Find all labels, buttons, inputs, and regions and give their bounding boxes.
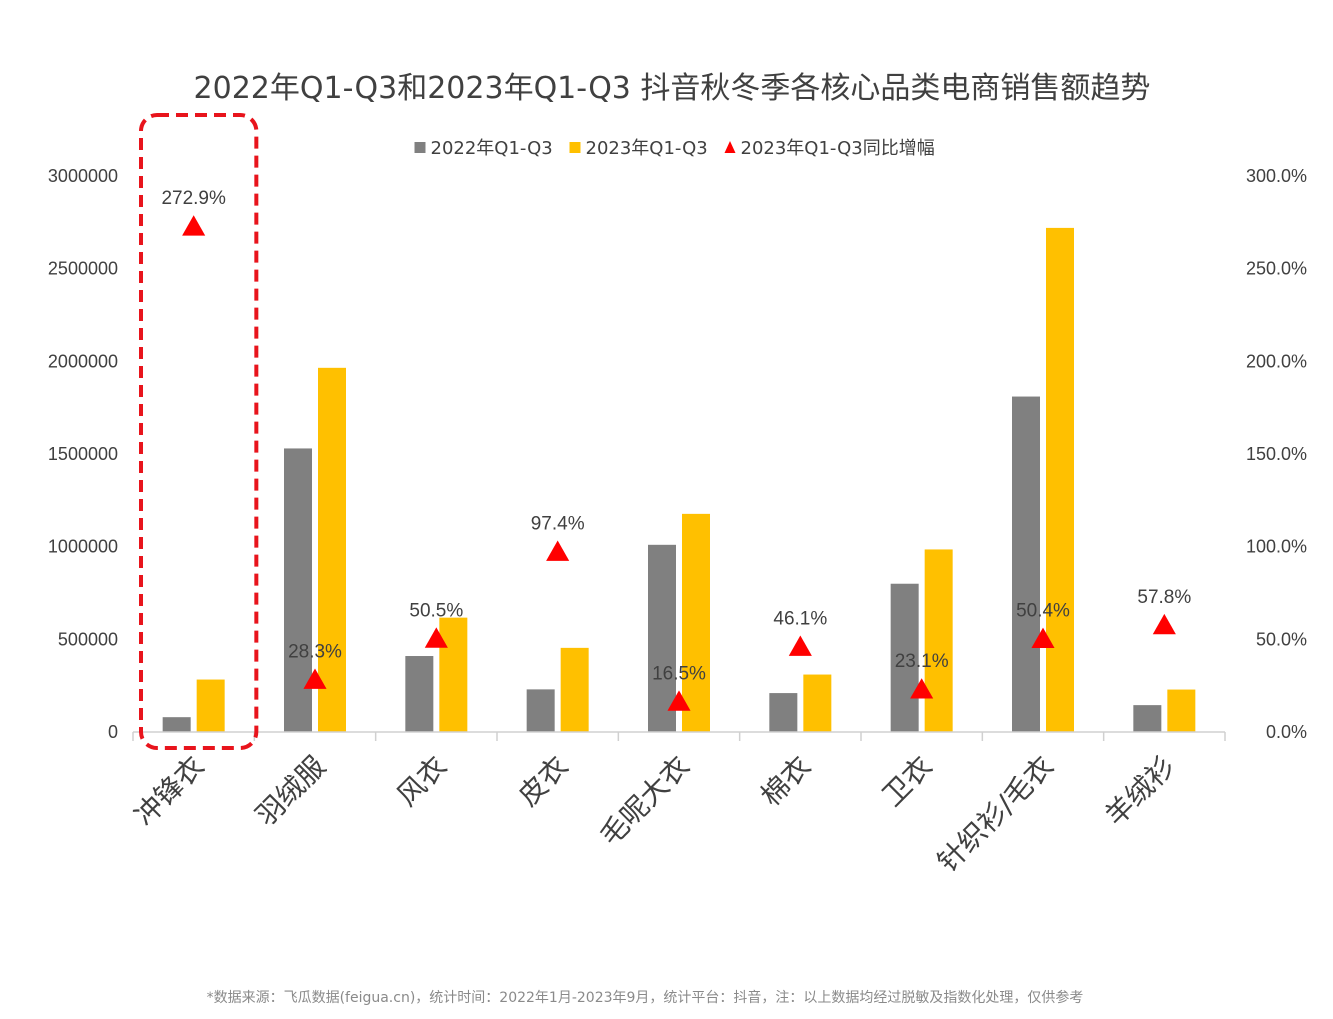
legend-swatch: [414, 142, 426, 153]
bar-2023: [803, 674, 832, 732]
legend-item: 2022年Q1-Q3: [431, 138, 553, 159]
category-label: 风衣: [390, 750, 453, 813]
legend: 2022年Q1-Q3 2023年Q1-Q3 2023年Q1-Q3同比增幅: [414, 138, 935, 159]
growth-marker: [910, 678, 934, 699]
growth-marker: [1152, 613, 1176, 635]
growth-marker: [1031, 627, 1055, 648]
category-label: 羽绒服: [249, 750, 332, 833]
growth-label: 16.5%: [652, 663, 706, 684]
bar-2022: [648, 544, 676, 732]
category-label: 冲锋衣: [128, 750, 211, 833]
growth-marker: [788, 635, 812, 656]
right-tick-label: 300.0%: [1246, 166, 1307, 186]
growth-marker: [182, 215, 206, 236]
right-tick-label: 0.0%: [1266, 722, 1307, 742]
bar-2023: [1046, 227, 1074, 733]
growth-label: 50.4%: [1016, 601, 1070, 622]
growth-label: 23.1%: [895, 651, 949, 672]
bar-2022: [162, 717, 191, 732]
bar-2022: [526, 689, 555, 732]
bar-2023: [439, 617, 468, 732]
left-tick-label: 1000000: [48, 537, 118, 557]
highlight-box: [139, 113, 259, 750]
bars: [162, 227, 1196, 733]
bar-2023: [318, 367, 346, 732]
category-label: 皮衣: [512, 750, 575, 813]
category-label: 毛呢大衣: [593, 750, 696, 853]
category-label: 羊绒衫: [1099, 750, 1182, 833]
growth-label: 272.9%: [161, 188, 226, 209]
bar-2023: [196, 679, 225, 732]
growth-markers: 272.9% 28.3% 50.5% 97.4% 16.5% 46.1% 23.1% 50.4…: [161, 188, 1191, 711]
chart: 2022年Q1-Q3和2023年Q1-Q3 抖音秋冬季各核心品类电商销售额趋势 …: [48, 71, 1307, 879]
left-tick-label: 2500000: [48, 259, 118, 279]
left-axis: 0 500000 1000000 1500000 2000000 2500000 30000…: [48, 166, 118, 742]
right-tick-label: 150.0%: [1246, 444, 1307, 464]
x-axis: [132, 731, 1226, 741]
left-tick-label: 2000000: [48, 351, 118, 371]
bar-2022: [769, 693, 798, 732]
growth-label: 28.3%: [288, 642, 342, 663]
growth-label: 57.8%: [1137, 587, 1191, 608]
highlight-rect: [139, 113, 259, 750]
right-tick-label: 50.0%: [1256, 629, 1307, 649]
legend-item: 2023年Q1-Q3同比增幅: [741, 138, 935, 159]
bar-2023: [924, 549, 953, 732]
bar-2023: [560, 647, 589, 732]
right-tick-label: 100.0%: [1246, 537, 1307, 557]
legend-swatch: [724, 141, 736, 153]
right-axis: 0.0% 50.0% 100.0% 150.0% 200.0% 250.0% 300.0%: [1246, 166, 1307, 742]
footnote: *数据来源：飞瓜数据(feigua.cn)，统计时间：2022年1月-2023年…: [206, 990, 1084, 1006]
legend-item: 2023年Q1-Q3: [586, 138, 708, 159]
category-label: 针织衫/毛衣: [931, 750, 1060, 879]
bar-2023: [1167, 689, 1196, 732]
bar-2022: [890, 583, 919, 732]
right-tick-label: 250.0%: [1246, 259, 1307, 279]
growth-label: 50.5%: [409, 600, 463, 621]
left-tick-label: 1500000: [48, 444, 118, 464]
growth-marker: [303, 668, 327, 689]
left-tick-label: 500000: [58, 629, 118, 649]
bar-2022: [405, 656, 434, 732]
right-tick-label: 200.0%: [1246, 351, 1307, 371]
growth-marker: [546, 540, 570, 561]
bar-2023: [682, 513, 710, 732]
growth-marker: [667, 690, 691, 711]
legend-swatch: [569, 142, 581, 153]
growth-label: 97.4%: [531, 513, 585, 534]
category-label: 卫衣: [876, 750, 939, 813]
growth-label: 46.1%: [773, 609, 827, 630]
growth-marker: [424, 627, 448, 648]
left-tick-label: 0: [108, 722, 118, 742]
bar-2022: [1012, 396, 1040, 732]
chart-title: 2022年Q1-Q3和2023年Q1-Q3 抖音秋冬季各核心品类电商销售额趋势: [194, 71, 1151, 106]
category-label: 棉衣: [754, 750, 817, 813]
bar-2022: [1133, 705, 1162, 732]
bar-2022: [284, 448, 312, 732]
left-tick-label: 3000000: [48, 166, 118, 186]
